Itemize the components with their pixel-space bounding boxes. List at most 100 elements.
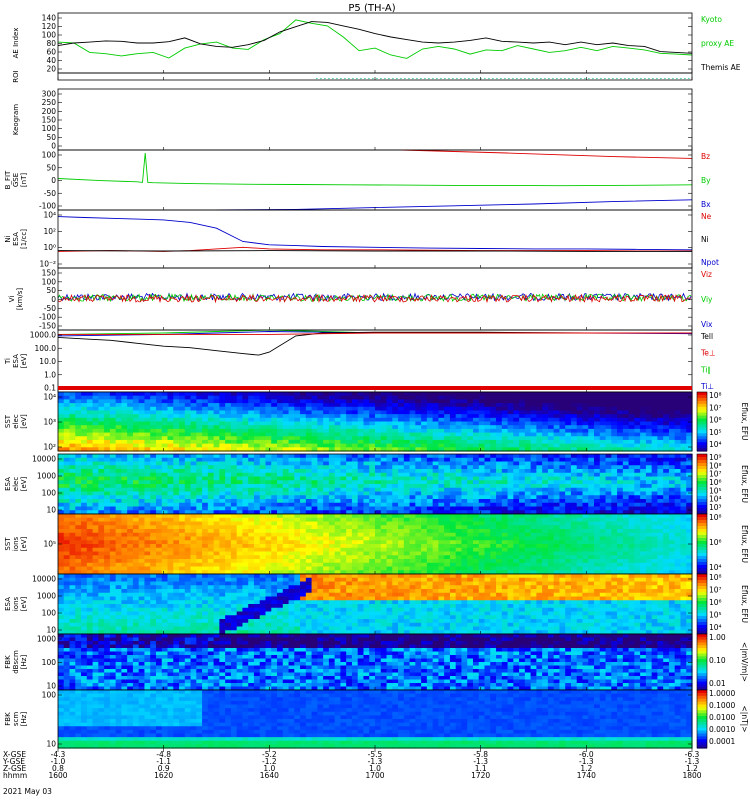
colorbar-tick: 10⁸ xyxy=(709,391,722,400)
y-tick-label: 100 xyxy=(42,691,57,700)
panel-ssti: 10⁸ 10⁶ 10⁴ Eflux, EFU 10⁵ SST ions [eV] xyxy=(4,513,749,575)
y-axis-label: scm xyxy=(12,712,20,726)
series-line xyxy=(57,250,692,252)
y-tick-label: 40 xyxy=(46,56,56,65)
y-tick-label: 50 xyxy=(46,163,56,172)
y-tick-label: 50 xyxy=(46,286,56,295)
y-tick-label: -50 xyxy=(44,304,56,313)
y-axis-label: elec xyxy=(12,477,20,492)
y-tick-label: 300 xyxy=(42,90,57,99)
legend-entry: Ni xyxy=(701,235,709,244)
footer-value: 1.2 xyxy=(580,764,592,773)
footer-value: -4.8 xyxy=(156,750,171,759)
y-tick-label: 1000 xyxy=(37,472,56,481)
y-tick-label: 60 xyxy=(46,48,56,57)
legend-entry: Vix xyxy=(701,320,713,329)
colorbar-tick: 0.01 xyxy=(709,679,726,688)
colorbar-tick: 0.0010 xyxy=(709,725,735,734)
panel-roi: ROI xyxy=(12,70,693,83)
y-axis-label: Ti xyxy=(4,358,12,365)
footer-value: 1740 xyxy=(577,771,596,780)
footer-value: 1600 xyxy=(48,771,67,780)
panel-esai: 10⁸ 10⁷ 10⁶ 10⁵ 10⁴ Eflux, EFU 10000 1000 100 10 E… xyxy=(4,573,749,635)
y-tick-label: 80 xyxy=(46,39,56,48)
y-axis-label: ESA xyxy=(12,354,20,368)
y-tick-label: 10² xyxy=(43,227,56,236)
y-axis-label: [eV] xyxy=(20,596,28,611)
y-tick-label: 10² xyxy=(43,443,56,452)
colorbar-tick: 10⁶ xyxy=(709,538,722,547)
y-tick-label: -100 xyxy=(39,313,56,322)
y-tick-label: 100 xyxy=(42,489,57,498)
colorbar-label: <|nT|> xyxy=(740,706,749,733)
y-tick-label: 100 xyxy=(42,609,57,618)
footer-value: -1.3 xyxy=(368,757,383,766)
legend-entry: Viz xyxy=(701,270,712,279)
colorbar-tick: 10⁵ xyxy=(709,486,722,495)
y-axis-label: GSE xyxy=(12,173,20,187)
y-tick-label: 140 xyxy=(42,14,57,23)
y-axis-label: SST xyxy=(4,537,12,551)
footer-value: -1.1 xyxy=(156,757,171,766)
footer-value: 1640 xyxy=(260,771,279,780)
footer-row-label: Y-GSE xyxy=(2,757,25,766)
y-tick-label: 150 xyxy=(42,269,57,278)
colorbar-tick: 10⁴ xyxy=(709,440,722,449)
colorbar-tick: 10⁴ xyxy=(709,563,722,572)
y-tick-label: 1000 xyxy=(37,635,56,644)
legend-entry: Themis AE xyxy=(700,63,741,72)
y-tick-label: 1000 xyxy=(37,592,56,601)
y-tick-label: 10000 xyxy=(32,455,56,464)
y-axis-label: Ni xyxy=(4,235,12,242)
y-tick-label: 10⁵ xyxy=(43,540,56,549)
y-axis-label: B_FIT xyxy=(4,170,12,189)
y-tick-label: 10⁴ xyxy=(43,393,56,402)
y-tick-label: 0 xyxy=(51,295,56,304)
colorbar-tick: 1.0000 xyxy=(709,689,735,698)
colorbar-tick: 10⁹ xyxy=(709,453,722,462)
y-tick-label: 100 xyxy=(42,277,57,286)
y-tick-label: 100 xyxy=(42,31,57,40)
footer-value: 1800 xyxy=(682,771,701,780)
y-tick-label: 50 xyxy=(46,133,56,142)
y-axis-label: Keogram xyxy=(12,104,20,135)
footer-value: 1620 xyxy=(154,771,173,780)
panel-frame xyxy=(57,209,693,269)
colorbar-label: Eflux, EFU xyxy=(740,585,749,623)
y-axis-label: elec xyxy=(12,414,20,429)
y-tick-label: 100.0 xyxy=(35,344,57,353)
colorbar-tick: 10⁴ xyxy=(709,623,722,632)
y-axis-label: [eV] xyxy=(20,414,28,429)
legend-entry: Tell xyxy=(700,332,713,341)
footer-value: 1.2 xyxy=(686,764,698,773)
colorbar-tick: 10⁶ xyxy=(709,478,722,487)
footer-value: 1700 xyxy=(365,771,384,780)
footer-value: 0.8 xyxy=(52,764,64,773)
footer-value: 1.0 xyxy=(369,764,381,773)
series-line xyxy=(57,21,693,54)
colorbar-ssti: 10⁸ 10⁶ 10⁴ Eflux, EFU xyxy=(696,513,749,575)
y-axis-label: ROI xyxy=(12,70,20,82)
colorbar-label: Eflux, EFU xyxy=(740,465,749,503)
y-tick-label: 250 xyxy=(42,98,57,107)
colorbar-sste: 10⁸ 10⁷ 10⁶ 10⁵ 10⁴ Eflux, EFU xyxy=(696,391,749,452)
y-axis-label: [nT] xyxy=(20,173,28,187)
panel-frame xyxy=(57,88,693,151)
colorbar-tick: 10⁸ xyxy=(709,513,722,522)
colorbar-tick: 1.00 xyxy=(709,633,726,642)
footer-value: -4.3 xyxy=(51,750,66,759)
plot-title: P5 (TH-A) xyxy=(348,3,395,14)
footer-value: -5.8 xyxy=(473,750,488,759)
legend-entry: proxy AE xyxy=(701,39,734,48)
footer-value: -5.2 xyxy=(262,750,277,759)
legend-entry: Ne xyxy=(701,212,712,221)
y-axis-label: [Hz] xyxy=(20,712,28,727)
y-axis-label: ESA xyxy=(4,597,12,611)
footer-value: -1.3 xyxy=(685,757,700,766)
